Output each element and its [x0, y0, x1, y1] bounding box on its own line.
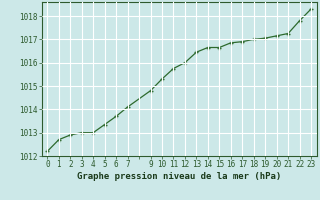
X-axis label: Graphe pression niveau de la mer (hPa): Graphe pression niveau de la mer (hPa) — [77, 172, 281, 181]
